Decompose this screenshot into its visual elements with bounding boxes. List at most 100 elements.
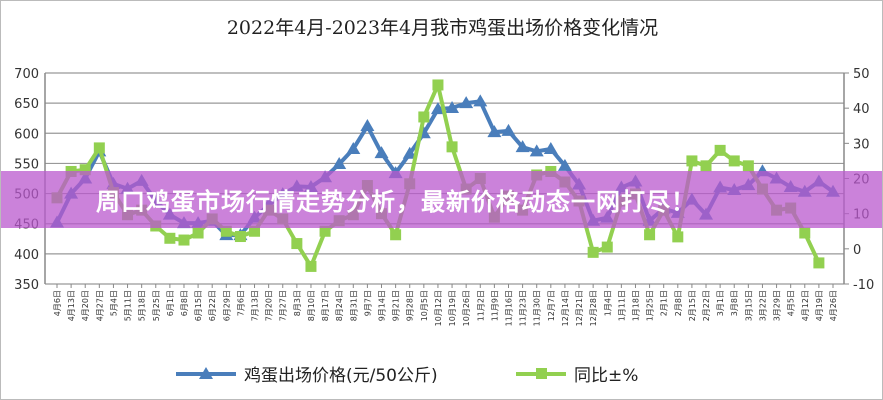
yoy-point xyxy=(813,257,825,269)
yoy-point xyxy=(305,260,317,272)
price-point xyxy=(360,119,375,132)
x-tick-label: 11月16日 xyxy=(504,290,513,326)
x-tick-label: 11月23日 xyxy=(519,290,528,326)
x-tick-label: 8月31日 xyxy=(349,290,358,321)
yoy-point xyxy=(220,225,232,237)
x-tick-label: 4月13日 xyxy=(67,290,76,321)
legend-yoy-label: 同比±% xyxy=(574,366,639,386)
yoy-point xyxy=(700,160,712,172)
x-tick-label: 6月1日 xyxy=(166,290,175,316)
x-tick-label: 6月8日 xyxy=(180,290,189,316)
x-tick-label: 2月1日 xyxy=(660,290,669,316)
price-point xyxy=(557,158,572,171)
yoy-point xyxy=(728,155,740,167)
x-tick-label: 3月15日 xyxy=(744,290,753,321)
yoy-point xyxy=(446,141,458,153)
x-tick-label: 4月19日 xyxy=(815,290,824,321)
left-tick-label: 650 xyxy=(14,97,39,112)
price-point xyxy=(430,102,445,115)
x-tick-label: 4月6日 xyxy=(53,290,62,316)
price-point xyxy=(473,94,488,107)
legend-price-label: 鸡蛋出场价格(元/50公斤) xyxy=(244,366,438,386)
x-tick-label: 10月19日 xyxy=(448,290,457,326)
left-tick-label: 350 xyxy=(14,278,39,293)
x-tick-label: 9月21日 xyxy=(392,290,401,321)
x-tick-label: 11月9日 xyxy=(490,290,499,321)
yoy-point xyxy=(601,241,613,253)
yoy-point xyxy=(291,238,303,250)
x-tick-label: 1月11日 xyxy=(617,290,626,321)
x-tick-label: 3月29日 xyxy=(773,290,782,321)
x-tick-label: 8月10日 xyxy=(307,290,316,321)
x-tick-label: 4月26日 xyxy=(829,290,838,321)
x-tick-label: 1月18日 xyxy=(631,290,640,321)
yoy-point xyxy=(742,160,754,172)
x-tick-label: 4月20日 xyxy=(81,290,90,321)
yoy-point xyxy=(178,234,190,246)
right-tick-label: -10 xyxy=(853,278,874,293)
x-tick-label: 7月20日 xyxy=(265,290,274,321)
yoy-point xyxy=(234,231,246,243)
x-tick-label: 3月22日 xyxy=(758,290,767,321)
overlay-banner: 周口鸡蛋市场行情走势分析，最新价格动态一网打尽！ xyxy=(1,171,882,228)
right-tick-label: 30 xyxy=(853,137,870,152)
yoy-point xyxy=(192,227,204,239)
x-tick-label: 1月4日 xyxy=(603,290,612,316)
x-tick-label: 4月12日 xyxy=(801,290,810,321)
price-point xyxy=(346,141,361,154)
x-tick-label: 8月24日 xyxy=(335,290,344,321)
yoy-point xyxy=(799,227,811,239)
x-tick-label: 9月28日 xyxy=(406,290,415,321)
yoy-point xyxy=(672,231,684,243)
chart-title: 2022年4月-2023年4月我市鸡蛋出场价格变化情况 xyxy=(226,17,659,39)
left-tick-label: 550 xyxy=(14,157,39,172)
yoy-point xyxy=(249,225,261,237)
right-tick-label: 50 xyxy=(853,67,870,82)
right-tick-label: 40 xyxy=(853,102,870,117)
price-point xyxy=(487,125,502,138)
legend-price-swatch xyxy=(176,366,236,379)
yoy-point xyxy=(644,229,656,241)
yoy-point xyxy=(93,142,105,154)
legend-yoy-swatch xyxy=(516,367,566,379)
yoy-point xyxy=(79,164,91,176)
price-point xyxy=(515,140,530,153)
x-tick-label: 4月5日 xyxy=(787,290,796,316)
x-tick-label: 6月29日 xyxy=(222,290,231,321)
left-tick-label: 700 xyxy=(14,67,39,82)
price-point xyxy=(402,146,417,159)
x-tick-label: 10月12日 xyxy=(434,290,443,326)
x-tick-label: 3月1日 xyxy=(716,290,725,316)
x-tick-label: 7月13日 xyxy=(251,290,260,321)
left-tick-label: 400 xyxy=(14,248,39,263)
x-tick-label: 2月15日 xyxy=(688,290,697,321)
x-tick-label: 9月7日 xyxy=(363,290,372,316)
x-tick-label: 12月28日 xyxy=(589,290,598,326)
yoy-point xyxy=(319,225,331,237)
x-tick-label: 9月14日 xyxy=(378,290,387,321)
yoy-point xyxy=(714,144,726,156)
price-point xyxy=(543,141,558,154)
x-tick-label: 6月15日 xyxy=(194,290,203,321)
yoy-point xyxy=(432,79,444,91)
legend-item-yoy: 同比±% xyxy=(516,361,638,386)
banner-text: 周口鸡蛋市场行情走势分析，最新价格动态一网打尽！ xyxy=(96,188,696,216)
x-tick-label: 12月21日 xyxy=(575,290,584,326)
x-tick-label: 2月8日 xyxy=(674,290,683,316)
right-tick-label: 0 xyxy=(853,243,861,258)
price-point xyxy=(459,96,474,109)
x-tick-label: 1月25日 xyxy=(646,290,655,321)
x-tick-label: 10月5日 xyxy=(420,290,429,321)
yoy-point xyxy=(686,155,698,167)
price-point xyxy=(501,123,516,136)
x-tick-label: 5月11日 xyxy=(124,290,133,321)
x-tick-label: 12月7日 xyxy=(547,290,556,321)
x-tick-label: 7月27日 xyxy=(279,290,288,321)
x-tick-label: 5月4日 xyxy=(109,290,118,316)
x-tick-label: 8月3日 xyxy=(293,290,302,316)
x-tick-label: 8月17日 xyxy=(321,290,330,321)
x-tick-label: 7月6日 xyxy=(236,290,245,316)
yoy-point xyxy=(390,229,402,241)
x-tick-label: 5月18日 xyxy=(138,290,147,321)
